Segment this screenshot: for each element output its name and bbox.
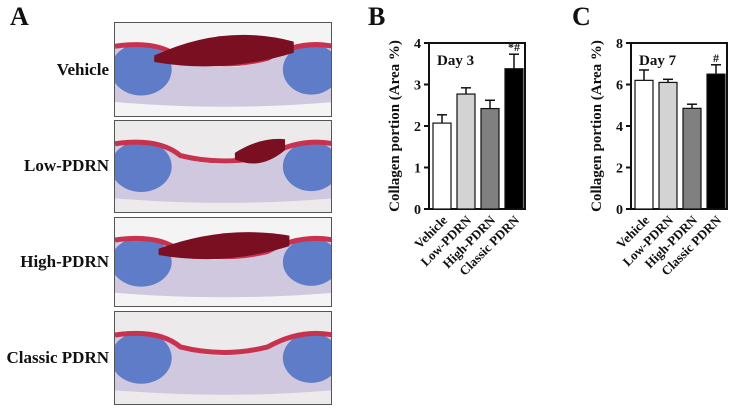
bar-classic-pdrn [706,73,726,210]
y-tick-label: 3 [414,79,421,94]
row-label-low-pdrn: Low-PDRN [24,156,109,175]
y-tick-label: 2 [616,162,623,177]
panel-b-letter: B [368,2,386,31]
histology-image-low-pdrn [114,120,332,213]
bar-high-pdrn [480,107,500,210]
panel-a-letter: A [10,2,29,31]
histology-image-vehicle [114,22,332,117]
panel-c-letter: C [572,2,591,31]
y-tick-label: 1 [414,162,421,177]
y-tick-label: 8 [616,37,623,52]
chart-annotation: Day 3 [437,53,474,69]
bar-vehicle [634,79,654,210]
row-label-classic-pdrn: Classic PDRN [6,348,109,367]
y-tick-label: 4 [616,120,623,135]
bar-low-pdrn [456,93,476,210]
chart-annotation: Day 7 [639,53,677,69]
significance-marker: # [713,51,719,65]
bar-low-pdrn [658,81,678,210]
y-axis-label: Collagen portion (Area %) [589,40,605,212]
bar-vehicle [432,122,452,210]
y-tick-label: 0 [616,203,623,218]
y-tick-label: 0 [414,203,421,218]
y-tick-label: 6 [616,79,623,94]
histology-image-classic-pdrn [114,311,332,405]
bar-high-pdrn [682,107,702,210]
significance-marker: *# [508,40,520,54]
row-label-high-pdrn: High-PDRN [20,252,109,271]
y-tick-label: 4 [414,37,421,52]
y-tick-label: 2 [414,120,421,135]
bar-classic-pdrn [504,68,524,210]
histology-image-high-pdrn [114,217,332,307]
row-label-vehicle: Vehicle [56,60,109,79]
y-axis-label: Collagen portion (Area %) [387,40,403,212]
